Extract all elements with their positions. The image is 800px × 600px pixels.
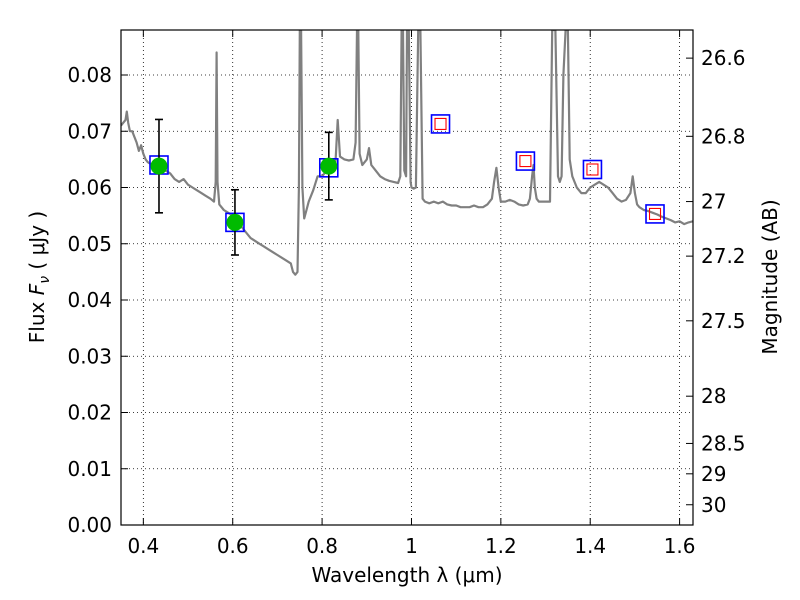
y-tick-label: 0.05 [67, 232, 112, 256]
upper-limit-point [586, 163, 599, 176]
y-axis-label-subscript: ν [37, 276, 53, 284]
upper-limit-point [434, 117, 447, 130]
y-tick-label: 0.08 [67, 63, 112, 87]
y-axis-label-prefix: Flux [25, 295, 49, 343]
right-tick-label: 26.6 [701, 46, 746, 70]
detection-point [150, 157, 168, 175]
x-axis-label: Wavelength λ (μm) [311, 563, 502, 587]
right-tick-label: 30 [701, 493, 726, 517]
right-axis-label: Magnitude (AB) [758, 199, 782, 354]
x-tick-label: 1 [405, 534, 418, 558]
right-tick-label: 29 [701, 462, 726, 486]
y-tick-label: 0.01 [67, 457, 112, 481]
x-tick-label: 1.4 [574, 534, 606, 558]
right-tick-label: 28 [701, 384, 726, 408]
upper-limit-point [648, 207, 662, 220]
right-tick-label: 27.5 [701, 309, 746, 333]
plot-data [121, 30, 693, 276]
spectrum-line [121, 30, 693, 276]
model-flux-point [515, 151, 536, 171]
plot-frame [120, 29, 694, 526]
y-tick-label: 0.07 [67, 119, 112, 143]
x-tick-label: 0.8 [306, 534, 338, 558]
y-axis-label-symbol: F [25, 283, 49, 295]
axis-ticks: 0.4 0.6 0.8 1 1.2 1.4 1.6 0.00 0.01 0.02 0.03 0.04 0… [67, 30, 746, 558]
y-axis-label: Flux Fν ( μJy ) [25, 211, 53, 343]
y-tick-label: 0.03 [67, 344, 112, 368]
y-axis-label-suffix: ( μJy ) [25, 211, 49, 276]
upper-limit-point [519, 155, 532, 168]
model-flux-point [582, 159, 603, 180]
right-tick-label: 27.2 [701, 244, 746, 268]
y-tick-label: 0.04 [67, 288, 112, 312]
detection-point [226, 213, 244, 231]
plot-markers [149, 114, 665, 256]
model-flux-point [430, 114, 451, 134]
x-tick-label: 0.6 [217, 534, 249, 558]
detection-point [320, 157, 338, 175]
right-tick-label: 26.8 [701, 124, 746, 148]
x-tick-label: 1.2 [485, 534, 517, 558]
right-tick-label: 28.5 [701, 431, 746, 455]
x-tick-label: 1.6 [664, 534, 696, 558]
grid [121, 30, 693, 525]
right-tick-label: 27 [701, 190, 726, 214]
model-flux-point [645, 204, 665, 224]
y-tick-label: 0.00 [67, 513, 112, 537]
y-tick-label: 0.06 [67, 176, 112, 200]
x-tick-label: 0.4 [127, 534, 159, 558]
y-tick-label: 0.02 [67, 401, 112, 425]
